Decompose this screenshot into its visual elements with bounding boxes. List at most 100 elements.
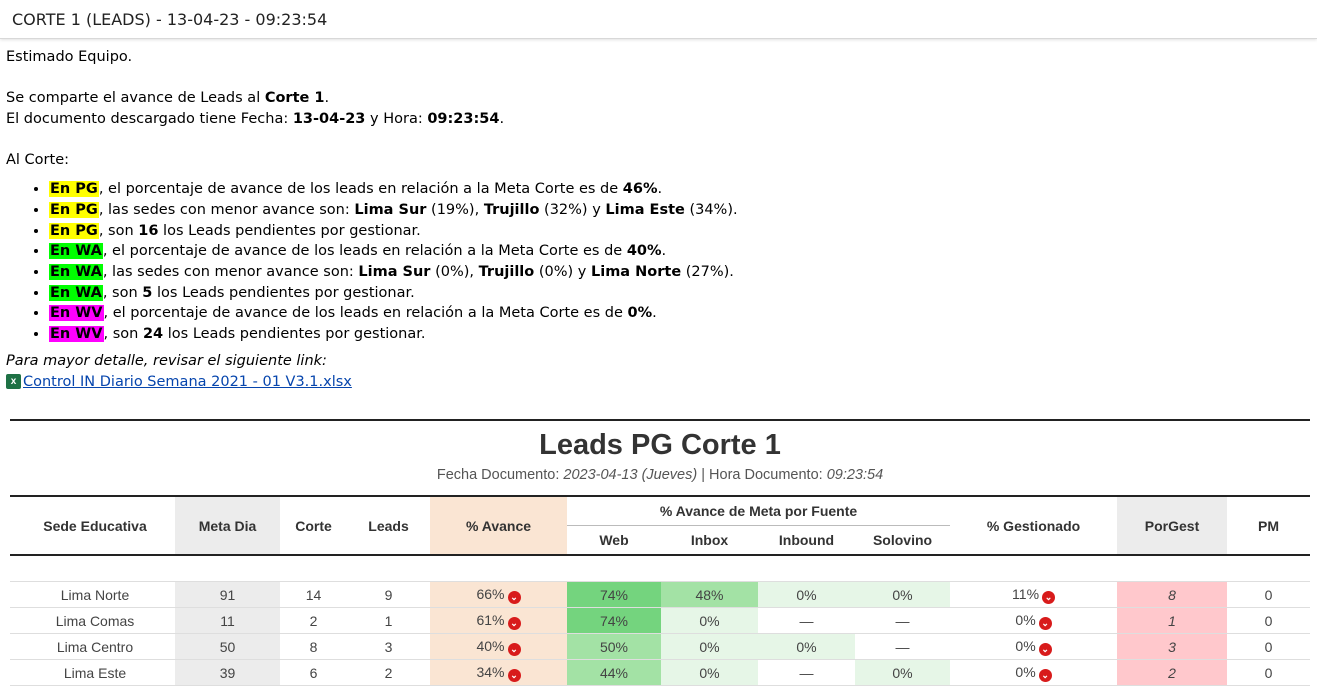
inbound-cell: 0% xyxy=(758,633,855,660)
table-cell: 0 xyxy=(1227,607,1311,634)
col-header-meta-dia: Meta Dia xyxy=(175,495,280,555)
table-cell: 34% ⌄ xyxy=(430,659,567,686)
alert-icon: ⌄ xyxy=(507,668,521,682)
table-cell: 11 xyxy=(175,607,280,634)
table-cell: 0% ⌄ xyxy=(950,659,1118,686)
leads-table: Sede Educativa Meta Dia Corte Leads % Av… xyxy=(10,495,1311,686)
inbox-cell: 0% xyxy=(661,659,758,686)
text-fragment: 66% xyxy=(476,585,505,602)
text-fragment: 61% xyxy=(476,611,505,628)
text-fragment: 40% xyxy=(476,637,505,654)
table-row: Lima Este 39 6 2 34% ⌄ 44% 0% — 0% 0% ⌄ 2 … xyxy=(10,659,1311,686)
summary-bullet: En PG, las sedes con menor avance son: L… xyxy=(49,200,1317,221)
summary-bullet: En WA, las sedes con menor avance son: L… xyxy=(49,262,1317,283)
text-fragment: Fecha Documento: xyxy=(436,467,564,483)
table-row: Lima Comas 11 2 1 61% ⌄ 74% 0% — — 0% ⌄ 1 … xyxy=(10,607,1311,634)
web-cell: 74% xyxy=(567,581,661,608)
text-fragment: , son xyxy=(103,326,143,343)
text-fragment: , las sedes con menor avance son: xyxy=(98,201,355,218)
table-cell: 2 xyxy=(1117,659,1228,686)
table-cell: 0 xyxy=(1227,659,1311,686)
table-cell: 1 xyxy=(347,607,430,634)
text-fragment: . xyxy=(661,243,667,260)
solovino-cell: 0% xyxy=(855,581,951,608)
text-fragment: Lima Este xyxy=(605,201,685,218)
text-fragment: 40% xyxy=(626,243,662,260)
inbox-cell: 48% xyxy=(661,581,758,608)
intro-line-2: El documento descargado tiene Fecha: 13-… xyxy=(6,109,1317,130)
col-header-corte: Corte xyxy=(280,495,347,555)
solovino-cell: 0% xyxy=(855,659,951,686)
table-row: Lima Centro 50 8 3 40% ⌄ 50% 0% 0% — 0% ⌄ … xyxy=(10,633,1311,660)
text-fragment: (34%). xyxy=(684,201,738,218)
table-cell: Lima Norte xyxy=(10,581,175,608)
text-fragment: (27%). xyxy=(681,264,734,280)
text-fragment: los Leads pendientes por gestionar. xyxy=(158,222,421,239)
table-cell: Lima Comas xyxy=(10,607,175,634)
col-header-inbound: Inbound xyxy=(778,532,835,548)
email-subject-bar: CORTE 1 (LEADS) - 13-04-23 - 09:23:54 xyxy=(0,0,1317,39)
table-cell: 40% ⌄ xyxy=(430,633,567,660)
web-cell: 44% xyxy=(567,659,661,686)
report-subtitle: Fecha Documento: 2023-04-13 (Jueves) | H… xyxy=(10,467,1310,487)
channel-tag: En WV xyxy=(49,326,104,343)
leads-report: Leads PG Corte 1 Fecha Documento: 2023-0… xyxy=(10,419,1311,686)
table-cell: 0 xyxy=(1227,633,1311,660)
col-header-pm: PM xyxy=(1227,495,1311,555)
summary-bullet: En WA, el porcentaje de avance de los le… xyxy=(49,241,1317,262)
web-cell: 50% xyxy=(567,633,661,660)
text-fragment: Lima Sur xyxy=(358,264,431,280)
text-fragment: los Leads pendientes por gestionar. xyxy=(152,284,415,301)
alert-icon: ⌄ xyxy=(507,590,521,604)
table-cell: 6 xyxy=(280,659,347,686)
col-header-leads: Leads xyxy=(347,495,430,555)
text-fragment: | Hora Documento: xyxy=(697,467,827,483)
text-fragment: 0% xyxy=(1015,637,1036,654)
text-fragment: los Leads pendientes por gestionar. xyxy=(163,326,426,343)
table-row: Lima Norte 91 14 9 66% ⌄ 74% 48% 0% 0% 11… xyxy=(10,581,1311,608)
col-header-avance: % Avance xyxy=(430,495,567,555)
text-fragment: (0%) y xyxy=(534,264,591,280)
text-fragment: , son xyxy=(98,222,139,239)
table-cell: 9 xyxy=(347,581,430,608)
table-cell: 0% ⌄ xyxy=(950,633,1118,660)
table-cell: 1 xyxy=(1117,607,1228,634)
table-cell: 11% ⌄ xyxy=(950,581,1118,608)
table-cell: 3 xyxy=(1117,633,1228,660)
text-fragment: 13-04-23 xyxy=(292,111,366,128)
text-fragment: 2023-04-13 (Jueves) xyxy=(563,467,698,483)
text-fragment: , el porcentaje de avance de los leads e… xyxy=(102,243,627,260)
text-fragment: 0% xyxy=(1015,611,1036,628)
solovino-cell: — xyxy=(855,633,951,660)
channel-tag: En PG xyxy=(49,222,99,239)
report-title: Leads PG Corte 1 xyxy=(539,429,781,461)
text-fragment: . xyxy=(657,181,663,198)
text-fragment: 09:23:54 xyxy=(826,467,884,483)
table-cell: 14 xyxy=(280,581,347,608)
text-fragment: (19%), xyxy=(426,201,484,218)
summary-bullet: En WA, son 5 los Leads pendientes por ge… xyxy=(49,283,1317,304)
col-header-web: Web xyxy=(599,532,629,548)
col-header-fuente-group: % Avance de Meta por Fuente xyxy=(567,495,951,526)
text-fragment: Lima Sur xyxy=(354,201,427,218)
channel-tag: En WA xyxy=(49,264,103,280)
text-fragment: , las sedes con menor avance son: xyxy=(102,264,359,280)
greeting: Estimado Equipo. xyxy=(6,49,133,65)
table-cell: 2 xyxy=(347,659,430,686)
table-cell: 50 xyxy=(175,633,280,660)
summary-bullet: En WV, el porcentaje de avance de los le… xyxy=(49,303,1317,324)
table-cell: Lima Centro xyxy=(10,633,175,660)
table-cell: 8 xyxy=(1117,581,1228,608)
text-fragment: Se comparte el avance de Leads al xyxy=(6,90,265,107)
text-fragment: . xyxy=(652,305,657,322)
text-fragment: 46% xyxy=(622,181,658,198)
text-fragment: , el porcentaje de avance de los leads e… xyxy=(103,305,628,322)
text-fragment: (0%), xyxy=(430,264,479,280)
text-fragment: Trujillo xyxy=(483,201,540,218)
channel-tag: En PG xyxy=(49,181,99,198)
table-cell: 91 xyxy=(175,581,280,608)
attachment-link[interactable]: Control IN Diario Semana 2021 - 01 V3.1.… xyxy=(23,373,352,390)
attachment-row: x Control IN Diario Semana 2021 - 01 V3.… xyxy=(6,372,1317,393)
al-corte-label: Al Corte: xyxy=(6,152,70,169)
table-cell: 8 xyxy=(280,633,347,660)
